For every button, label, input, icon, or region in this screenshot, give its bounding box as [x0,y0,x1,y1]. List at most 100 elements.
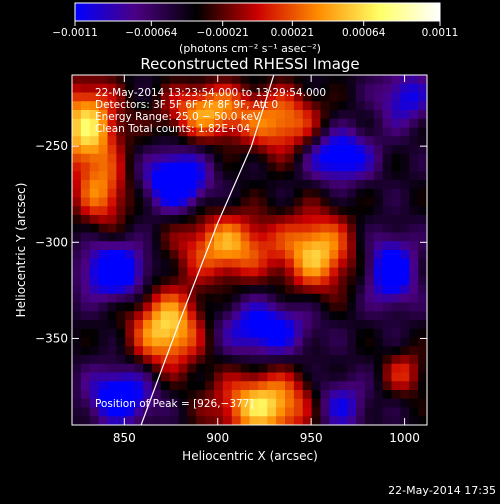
heatmap-cell [364,223,375,233]
heatmap-cell [196,92,206,102]
heatmap-cell [196,320,206,330]
heatmap-cell [311,162,321,172]
solar-limb-curve [140,75,275,425]
heatmap-image [72,75,427,425]
heatmap-cell [258,311,268,321]
heatmap-cell [382,75,392,85]
heatmap-cell [169,390,179,400]
heatmap-cell [382,110,392,120]
heatmap-cell [196,285,206,295]
heatmap-cell [293,223,304,233]
heatmap-cell [196,215,206,225]
heatmap-cell [134,206,144,216]
heatmap-cell [249,267,259,277]
heatmap-cell [107,215,117,225]
heatmap-cell [338,398,348,408]
heatmap-cell [125,346,135,356]
heatmap-cell [302,223,313,233]
heatmap-cell [418,337,427,347]
heatmap-cell [98,215,108,225]
heatmap-cell [347,127,357,137]
heatmap-cell [391,188,401,198]
heatmap-cell [125,311,135,321]
heatmap-cell [240,215,250,225]
heatmap-cell [187,101,197,111]
heatmap-cell [320,355,330,365]
heatmap-cell [391,136,401,146]
heatmap-cell [409,223,419,233]
heatmap-cell [240,320,250,330]
heatmap-cell [418,250,427,260]
heatmap-cell [151,118,162,128]
heatmap-cell [347,101,357,111]
heatmap-cell [196,390,206,400]
heatmap-cell [356,407,366,417]
heatmap-cell [134,416,144,425]
heatmap-cell [196,398,206,408]
heatmap-cell [187,232,197,242]
heatmap-cell [347,232,357,242]
heatmap-cell [72,390,82,400]
heatmap-cell [249,398,259,408]
heatmap-cell [356,223,366,233]
heatmap-cell [400,355,410,365]
chart-title: Reconstructed RHESSI Image [140,55,359,73]
heatmap-cell [98,223,108,233]
heatmap-cell [338,311,348,321]
heatmap-cell [285,276,295,286]
heatmap-cell [196,171,206,181]
heatmap-cell [107,101,117,111]
heatmap-cell [400,241,410,251]
heatmap-cell [98,162,108,172]
heatmap-cell [89,83,100,93]
heatmap-cell [400,381,410,391]
heatmap-cell [98,171,108,181]
heatmap-cell [364,206,375,216]
heatmap-cell [187,381,197,391]
heatmap-cell [196,355,206,365]
heatmap-cell [338,145,348,155]
heatmap-cell [267,311,277,321]
heatmap-cell [116,381,126,391]
heatmap-cell [311,180,321,190]
heatmap-cell [89,127,100,137]
heatmap-cell [107,171,117,181]
heatmap-cell [356,206,366,216]
heatmap-cell [125,162,135,172]
heatmap-cell [293,302,304,312]
heatmap-cell [347,197,357,207]
heatmap-cell [373,162,384,172]
heatmap-cell [267,416,277,425]
heatmap-cell [311,416,321,425]
heatmap-cell [116,206,126,216]
heatmap-cell [72,110,82,120]
heatmap-cell [116,180,126,190]
heatmap-cell [329,258,339,268]
heatmap-cell [391,118,401,128]
heatmap-cell [107,363,117,373]
heatmap-cell [72,267,82,277]
heatmap-cell [231,206,242,216]
heatmap-cell [418,136,427,146]
heatmap-cell [356,337,366,347]
heatmap-cell [107,276,117,286]
heatmap-cell [329,153,339,163]
heatmap-cell [391,416,401,425]
heatmap-cell [80,398,91,408]
heatmap-cell [320,337,330,347]
heatmap-cell [249,232,259,242]
heatmap-cell [231,83,242,93]
heatmap-cell [205,267,215,277]
heatmap-cell [347,153,357,163]
heatmap-cell [151,223,162,233]
heatmap-cell [418,320,427,330]
heatmap-cell [134,337,144,347]
heatmap-cell [391,267,401,277]
heatmap-cell [240,75,250,85]
x-tick-label: 900 [206,431,229,445]
heatmap-cell [72,83,82,93]
heatmap-cell [276,206,286,216]
heatmap-cell [356,293,366,303]
heatmap-cell [285,355,295,365]
heatmap-cell [72,241,82,251]
